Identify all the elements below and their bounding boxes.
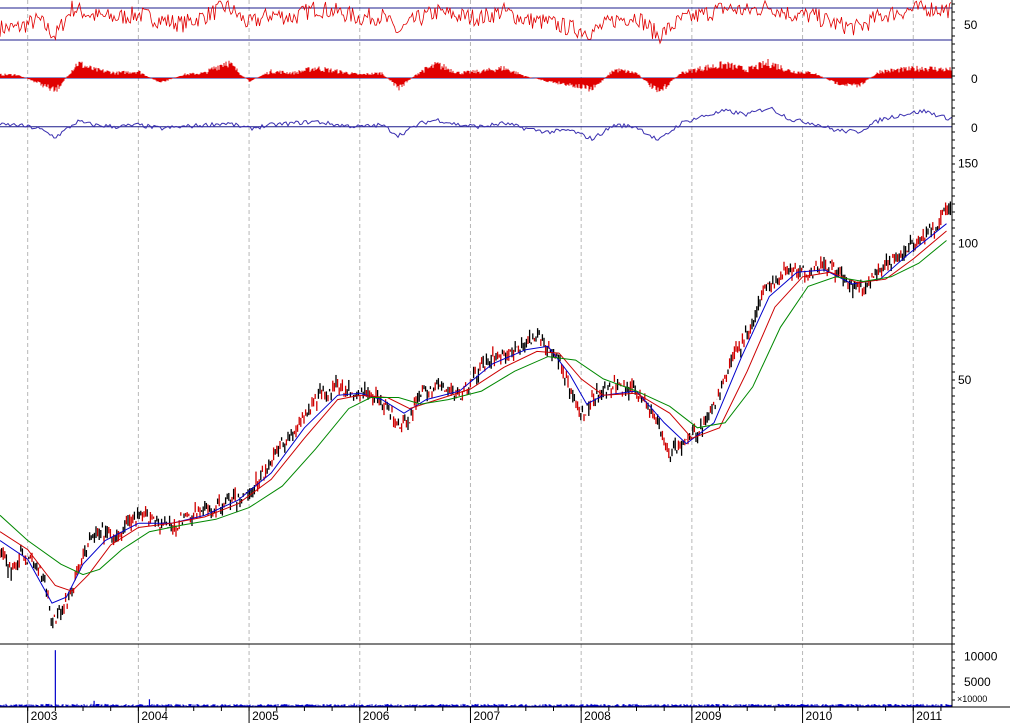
- momentum-line: [0, 106, 953, 142]
- x-axis-label-2009: 2009: [695, 709, 722, 723]
- volume-panel: [0, 650, 953, 707]
- momentum-axis-label: 0: [971, 121, 978, 135]
- momentum-panel: [0, 106, 953, 142]
- moving-average-line-1: [0, 223, 947, 604]
- price-axis-label-50: 50: [958, 373, 972, 387]
- x-axis-label-2006: 2006: [363, 709, 390, 723]
- x-axis-label-2007: 2007: [473, 709, 500, 723]
- x-axis-label-2011: 2011: [916, 709, 942, 723]
- macd-histogram-panel: [0, 58, 953, 93]
- price-panel: [0, 201, 952, 629]
- volume-axis-label-10000: 10000: [964, 649, 998, 663]
- x-axis: 2003 2004 2005 2006 2007 2008 2009 2010 2011: [27, 707, 942, 723]
- macd-axis-label: 0: [971, 72, 978, 86]
- vertical-grid-lines: [27, 0, 914, 707]
- x-axis-label-2008: 2008: [584, 709, 611, 723]
- moving-average-line-2: [0, 230, 947, 592]
- x-axis-label-2005: 2005: [252, 709, 279, 723]
- rsi-line: [0, 0, 952, 45]
- moving-average-line-3: [0, 240, 947, 576]
- chart-frame: [0, 0, 1010, 708]
- x-axis-label-2004: 2004: [141, 709, 168, 723]
- rsi-axis-label: 50: [964, 18, 978, 32]
- x-axis-label-2003: 2003: [31, 709, 58, 723]
- rsi-panel: [0, 0, 952, 45]
- volume-unit-label: ×10000: [957, 694, 987, 704]
- x-axis-label-2010: 2010: [806, 709, 833, 723]
- price-axis-label-100: 100: [958, 236, 978, 250]
- volume-axis-label-5000: 5000: [964, 675, 991, 689]
- price-axis-label-150: 150: [958, 157, 978, 171]
